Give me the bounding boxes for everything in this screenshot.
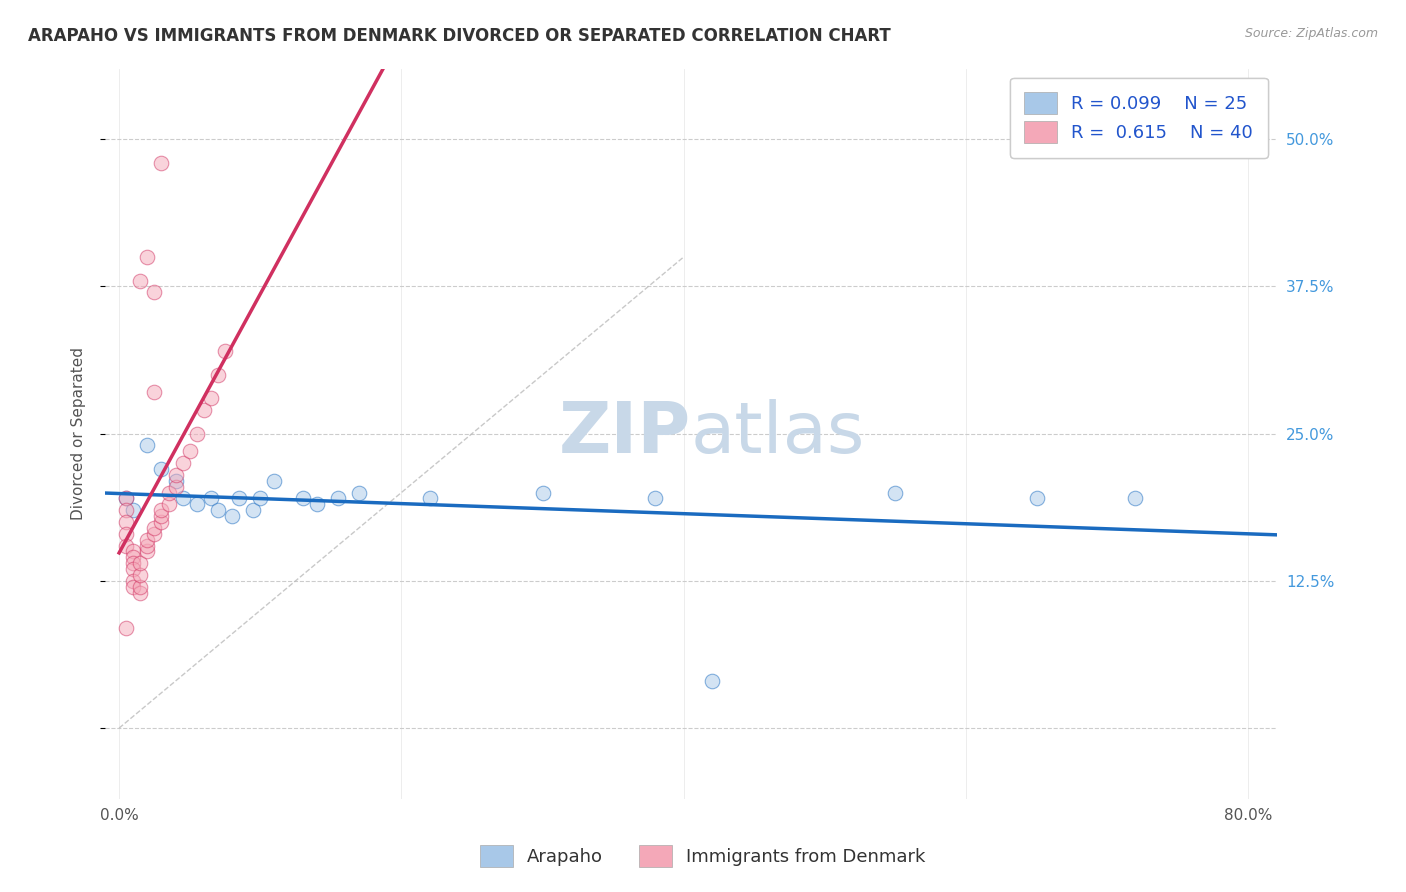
Point [143,521,166,535]
Point [1025,491,1047,506]
Point [122,574,145,588]
Point [291,491,314,506]
Point [179,444,201,458]
Point [419,491,441,506]
Point [884,485,907,500]
Point [150,503,173,517]
Point [263,474,285,488]
Point [136,533,159,547]
Point [186,426,208,441]
Point [122,556,145,570]
Point [129,580,152,594]
Point [143,385,166,400]
Text: ARAPAHO VS IMMIGRANTS FROM DENMARK DIVORCED OR SEPARATED CORRELATION CHART: ARAPAHO VS IMMIGRANTS FROM DENMARK DIVOR… [28,27,891,45]
Point [115,621,138,635]
Point [700,673,723,688]
Point [1125,491,1147,506]
Point [207,503,229,517]
Point [129,585,152,599]
Point [143,285,166,300]
Point [150,509,173,524]
Legend: R = 0.099    N = 25, R =  0.615    N = 40: R = 0.099 N = 25, R = 0.615 N = 40 [1010,78,1268,158]
Point [644,491,666,506]
Point [200,491,222,506]
Point [326,491,349,506]
Point [115,491,138,506]
Point [200,392,222,406]
Point [115,503,138,517]
Point [122,580,145,594]
Point [143,526,166,541]
Point [122,562,145,576]
Point [129,273,152,287]
Point [249,491,271,506]
Point [115,539,138,553]
Point [165,474,187,488]
Point [122,544,145,558]
Point [122,503,145,517]
Point [214,344,236,359]
Point [172,456,194,470]
Point [115,491,138,506]
Point [186,497,208,511]
Text: ZIP: ZIP [558,399,690,468]
Point [150,155,173,169]
Point [115,515,138,529]
Point [136,544,159,558]
Point [150,462,173,476]
Point [129,568,152,582]
Point [221,509,243,524]
Y-axis label: Divorced or Separated: Divorced or Separated [72,347,86,520]
Point [228,491,250,506]
Point [136,250,159,264]
Text: atlas: atlas [690,399,865,468]
Point [115,526,138,541]
Point [129,556,152,570]
Point [531,485,554,500]
Point [242,503,264,517]
Point [347,485,370,500]
Point [193,403,215,417]
Point [165,480,187,494]
Legend: Arapaho, Immigrants from Denmark: Arapaho, Immigrants from Denmark [472,838,934,874]
Point [136,539,159,553]
Point [157,497,180,511]
Point [157,485,180,500]
Point [305,497,328,511]
Point [122,550,145,565]
Text: Source: ZipAtlas.com: Source: ZipAtlas.com [1244,27,1378,40]
Point [136,438,159,452]
Point [207,368,229,382]
Point [150,515,173,529]
Point [165,467,187,482]
Point [172,491,194,506]
